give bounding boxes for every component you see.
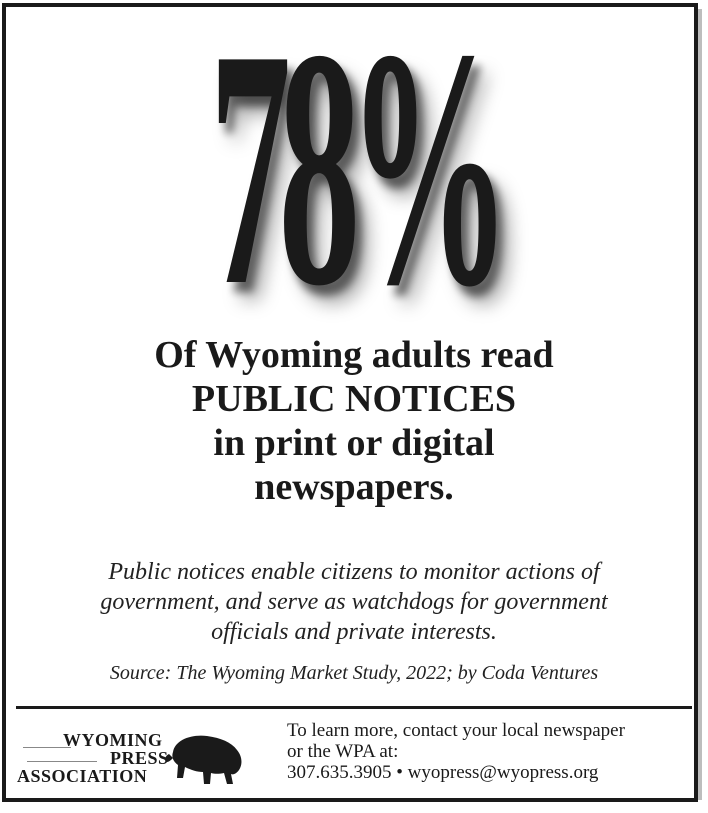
body-line: government, and serve as watchdogs for g… [100, 589, 608, 615]
contact-line: To learn more, contact your local newspa… [287, 720, 625, 741]
source-citation: Source: The Wyoming Market Study, 2022; … [109, 662, 599, 684]
logo-text-press: PRESS [110, 748, 169, 768]
divider [16, 706, 692, 709]
logo-text-association: ASSOCIATION [17, 766, 148, 786]
headline: Of Wyoming adults read PUBLIC NOTICES in… [0, 333, 708, 509]
wyoming-press-association-logo: WYOMING PRESS ASSOCIATION [17, 730, 247, 785]
headline-line: Of Wyoming adults read [154, 334, 554, 376]
body-line: officials and private interests. [211, 619, 497, 645]
bison-icon [165, 735, 242, 784]
headline-line: in print or digital [213, 422, 495, 464]
body-text: Public notices enable citizens to monito… [30, 557, 678, 647]
logo-rule [27, 761, 97, 762]
headline-line: newspapers. [254, 466, 454, 508]
headline-line: PUBLIC NOTICES [191, 378, 517, 420]
contact-line: or the WPA at: [287, 741, 399, 762]
logo-rule [23, 747, 71, 748]
logo-text-wyoming: WYOMING [63, 730, 163, 750]
ad-border [2, 3, 702, 802]
body-line: Public notices enable citizens to monito… [108, 559, 600, 585]
contact-phone-email: 307.635.3905 • wyopress@wyopress.org [287, 762, 599, 783]
stat-percentage: 78% [209, 0, 511, 356]
contact-info: To learn more, contact your local newspa… [287, 720, 625, 783]
